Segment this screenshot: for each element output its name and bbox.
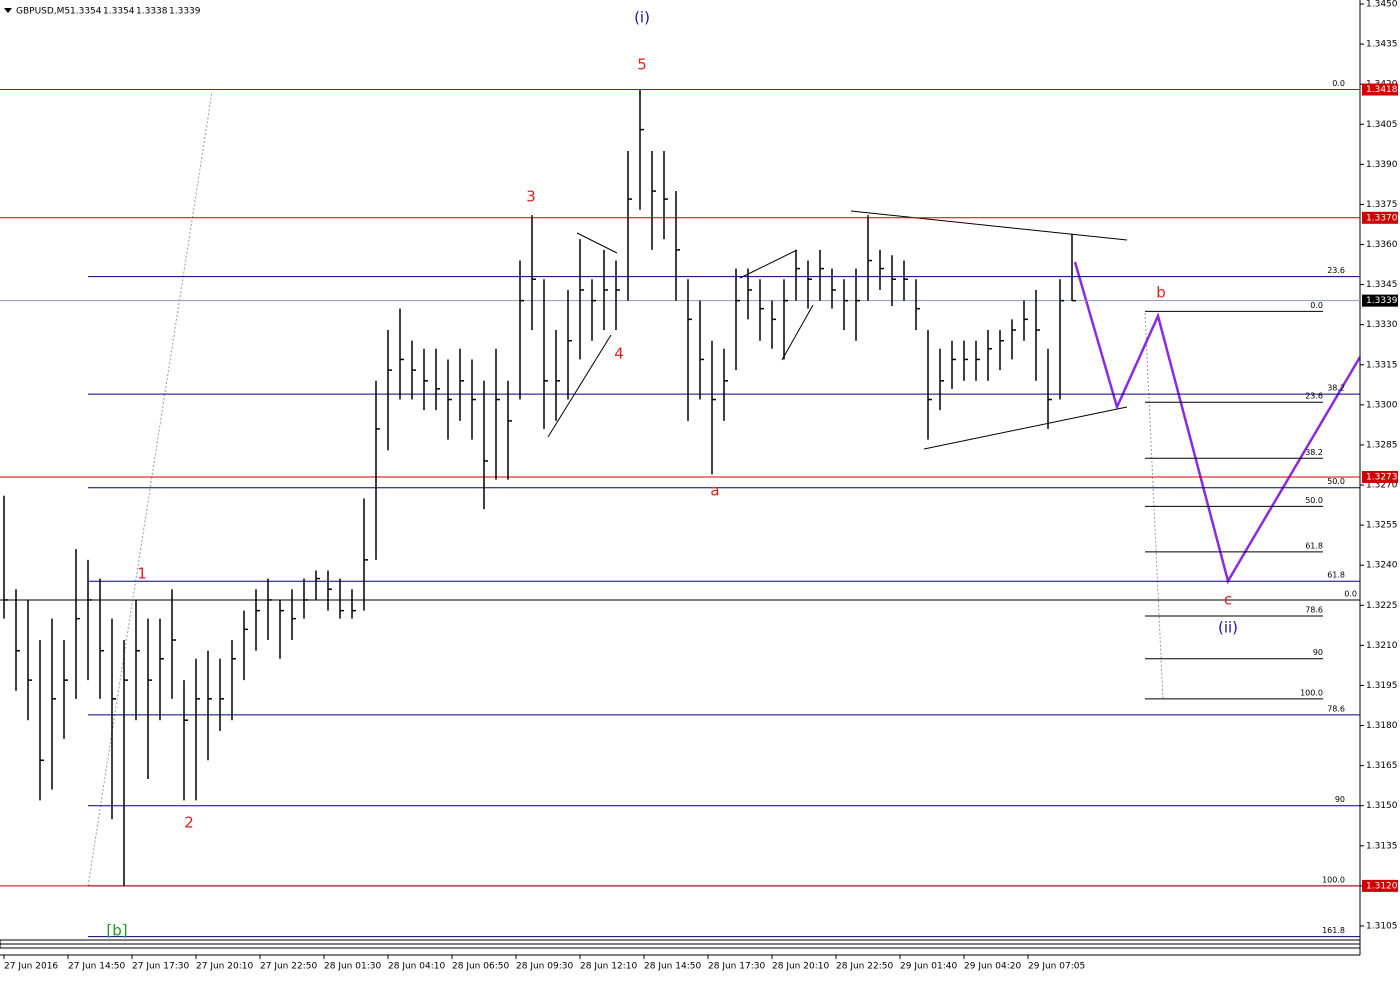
y-tick-label: 1.3135 [1366, 841, 1398, 851]
header-price: 1.3354 [103, 7, 135, 17]
y-tick-label: 1.3195 [1366, 681, 1398, 691]
x-tick-label: 28 Jun 22:50 [836, 962, 893, 972]
fib-label: 161.8 [1322, 926, 1345, 935]
symbol: GBPUSD,M5 [16, 7, 70, 17]
fib-label: 90 [1335, 795, 1345, 804]
x-tick-label: 27 Jun 17:30 [132, 962, 189, 972]
x-tick-label: 29 Jun 01:40 [900, 962, 957, 972]
y-tick-label: 1.3270 [1366, 481, 1398, 491]
y-tick-label: 1.3330 [1366, 320, 1398, 330]
x-tick-label: 27 Jun 2016 [4, 962, 58, 972]
wave-label: 2 [184, 814, 194, 832]
header-price: 1.3354 [70, 7, 102, 17]
price-tag [1362, 294, 1398, 307]
wave-label: b [1156, 284, 1166, 302]
x-tick-label: 28 Jun 20:10 [772, 962, 829, 972]
y-tick-label: 1.3240 [1366, 561, 1398, 571]
fib-label: 100.0 [1322, 875, 1345, 884]
wave-label: 3 [526, 188, 536, 206]
wave-label: (ii) [1218, 619, 1238, 637]
price-tag-label: 1.3273 [1366, 473, 1398, 483]
y-tick-label: 1.3300 [1366, 400, 1398, 410]
trend-line [739, 249, 798, 279]
fib-label: 0.0 [1332, 79, 1345, 88]
wave-label: 1 [137, 565, 147, 583]
trend-line [850, 210, 1128, 241]
y-tick-label: 1.3165 [1366, 761, 1398, 771]
y-tick-label: 1.3390 [1366, 160, 1398, 170]
fib-label: 38.2 [1305, 448, 1323, 457]
x-tick-label: 27 Jun 20:10 [196, 962, 253, 972]
fib-label: 78.6 [1327, 704, 1345, 713]
trend-line [87, 91, 213, 887]
x-tick-label: 28 Jun 12:10 [580, 962, 637, 972]
header-price: 1.3339 [169, 7, 201, 17]
price-tag [1362, 211, 1398, 224]
x-tick-label: 28 Jun 17:30 [708, 962, 765, 972]
price-tag-label: 1.3418 [1366, 85, 1398, 95]
x-tick-label: 27 Jun 14:50 [68, 962, 125, 972]
wave-label: a [710, 482, 719, 500]
fib-label: 61.8 [1305, 541, 1323, 550]
y-tick-label: 1.3105 [1366, 921, 1398, 931]
y-tick-label: 1.3315 [1366, 360, 1398, 370]
y-tick-label: 1.3285 [1366, 440, 1398, 450]
y-tick-label: 1.3255 [1366, 521, 1398, 531]
x-tick-label: 28 Jun 14:50 [644, 962, 701, 972]
y-tick-label: 1.3150 [1366, 801, 1398, 811]
y-tick-label: 1.3225 [1366, 601, 1398, 611]
price-tag-label: 1.3339 [1366, 296, 1398, 306]
fib-label: 61.8 [1327, 571, 1345, 580]
menu-arrow [4, 8, 12, 13]
header-price: 1.3338 [136, 7, 168, 17]
trend-line [547, 334, 612, 438]
price-tag [1362, 83, 1398, 96]
fib-label: 50.0 [1305, 496, 1323, 505]
y-tick-label: 1.3435 [1366, 40, 1398, 50]
wave-label: 4 [614, 345, 624, 363]
fib-label: 38.2 [1327, 384, 1345, 393]
y-tick-label: 1.3345 [1366, 280, 1398, 290]
price-tag-label: 1.3120 [1366, 881, 1398, 891]
fib-label: 0.0 [1344, 589, 1357, 598]
x-tick-label: 29 Jun 04:20 [964, 962, 1021, 972]
wave-label: [b] [106, 922, 127, 940]
fib-label: 23.6 [1327, 266, 1345, 275]
y-tick-label: 1.3405 [1366, 120, 1398, 130]
fib-label: 100.0 [1300, 688, 1323, 697]
price-tag [1362, 471, 1398, 484]
fib-label: 90 [1313, 648, 1323, 657]
fib-label: 23.6 [1305, 392, 1323, 401]
x-tick-label: 28 Jun 04:10 [388, 962, 445, 972]
x-tick-label: 28 Jun 06:50 [452, 962, 509, 972]
y-tick-label: 1.3210 [1366, 641, 1398, 651]
trend-line [923, 406, 1128, 450]
trend-line [576, 232, 618, 254]
price-tag [1362, 879, 1398, 892]
x-tick-label: 27 Jun 22:50 [260, 962, 317, 972]
trend-line [781, 304, 814, 361]
fib-label: 50.0 [1327, 477, 1345, 486]
y-tick-label: 1.3360 [1366, 240, 1398, 250]
wave-label: c [1224, 591, 1232, 609]
y-tick-label: 1.3375 [1366, 200, 1398, 210]
x-tick-label: 28 Jun 01:30 [324, 962, 381, 972]
x-tick-label: 29 Jun 07:05 [1028, 962, 1085, 972]
price-tag-label: 1.3370 [1366, 213, 1398, 223]
fib-label: 78.6 [1305, 605, 1323, 614]
y-tick-label: 1.3180 [1366, 721, 1398, 731]
y-tick-label: 1.3450 [1366, 0, 1398, 10]
wave-label: 5 [637, 56, 647, 74]
wave-label: (i) [634, 9, 650, 27]
fib-label: 0.0 [1310, 301, 1323, 310]
x-tick-label: 28 Jun 09:30 [516, 962, 573, 972]
